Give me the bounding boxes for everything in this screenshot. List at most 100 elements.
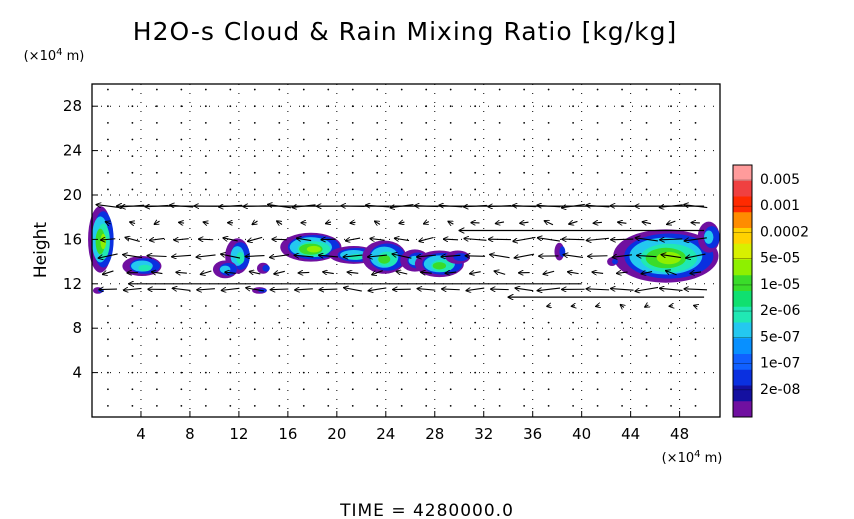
wind-calm bbox=[180, 371, 183, 374]
x-tick-label: 40 bbox=[572, 425, 591, 443]
cloud-field bbox=[88, 206, 720, 294]
wind-arrow bbox=[101, 239, 116, 240]
wind-calm bbox=[596, 121, 599, 124]
wind-calm bbox=[670, 355, 672, 357]
wind-arrow bbox=[203, 222, 208, 224]
wind-calm bbox=[621, 155, 623, 158]
wind-calm bbox=[107, 355, 109, 357]
wind-arrow bbox=[368, 255, 387, 257]
wind-arrow bbox=[150, 238, 165, 240]
wind-arrow bbox=[686, 253, 706, 258]
colorbar-swatch bbox=[733, 369, 752, 386]
wind-calm bbox=[229, 338, 232, 341]
wind-calm bbox=[572, 138, 574, 141]
wind-calm bbox=[474, 405, 477, 407]
wind-calm bbox=[400, 88, 403, 91]
y-axis: 4 8 12 16 20 24 28 bbox=[63, 97, 98, 382]
wind-calm bbox=[498, 355, 501, 357]
wind-calm bbox=[302, 105, 305, 108]
wind-calm bbox=[302, 338, 305, 341]
wind-calm bbox=[229, 321, 232, 324]
wind-calm bbox=[400, 405, 403, 407]
wind-arrow bbox=[443, 239, 459, 240]
wind-calm bbox=[547, 138, 550, 141]
wind-arrow bbox=[513, 236, 536, 241]
wind-calm bbox=[107, 88, 109, 91]
wind-calm bbox=[302, 188, 305, 191]
wind-arrow bbox=[368, 288, 387, 291]
wind-calm bbox=[449, 305, 452, 307]
wind-calm bbox=[596, 155, 599, 158]
wind-calm bbox=[449, 321, 452, 324]
wind-calm bbox=[621, 371, 623, 374]
wind-calm bbox=[425, 338, 428, 341]
wind-calm bbox=[180, 138, 183, 141]
colorbar-swatch bbox=[733, 180, 752, 197]
wind-calm bbox=[107, 305, 109, 307]
wind-calm bbox=[596, 338, 599, 341]
wind-arrow bbox=[645, 305, 649, 307]
wind-arrow bbox=[690, 272, 702, 274]
x-tick-label: 20 bbox=[327, 425, 346, 443]
wind-arrow bbox=[491, 289, 509, 290]
wind-calm bbox=[107, 371, 109, 374]
wind-calm bbox=[351, 171, 354, 174]
wind-calm bbox=[278, 105, 281, 108]
wind-calm bbox=[670, 121, 672, 124]
wind-calm bbox=[645, 371, 648, 374]
wind-calm bbox=[278, 138, 281, 141]
wind-calm bbox=[351, 155, 354, 158]
cloud-cell bbox=[256, 262, 270, 274]
wind-arrow bbox=[417, 289, 436, 291]
wind-calm bbox=[155, 355, 158, 357]
wind-arrow bbox=[544, 221, 554, 225]
wind-arrow bbox=[295, 289, 313, 290]
wind-calm bbox=[449, 121, 452, 124]
wind-calm bbox=[278, 121, 281, 124]
wind-calm bbox=[449, 171, 452, 174]
wind-calm bbox=[155, 371, 158, 374]
wind-calm bbox=[131, 188, 134, 191]
wind-calm bbox=[204, 321, 207, 324]
wind-arrow bbox=[547, 306, 551, 307]
wind-calm bbox=[498, 405, 501, 407]
wind-calm bbox=[376, 155, 379, 158]
wind-arrow bbox=[562, 239, 585, 240]
wind-calm bbox=[474, 88, 477, 91]
colorbar-label: 1e-07 bbox=[760, 356, 800, 372]
wind-calm bbox=[253, 88, 256, 91]
wind-calm bbox=[670, 338, 672, 341]
wind-calm bbox=[253, 371, 256, 374]
wind-calm bbox=[327, 188, 330, 191]
colorbar-label: 0.001 bbox=[760, 198, 800, 214]
wind-calm bbox=[180, 321, 183, 324]
wind-arrow bbox=[370, 238, 385, 240]
colorbar-swatch bbox=[733, 291, 752, 308]
wind-arrow bbox=[568, 272, 579, 274]
wind-calm bbox=[547, 105, 550, 108]
wind-calm bbox=[351, 405, 354, 407]
wind-calm bbox=[498, 338, 501, 341]
wind-calm bbox=[694, 138, 697, 141]
wind-calm bbox=[351, 188, 354, 191]
wind-calm bbox=[498, 388, 501, 391]
wind-calm bbox=[278, 305, 281, 307]
wind-calm bbox=[131, 338, 134, 341]
wind-calm bbox=[204, 405, 207, 407]
colorbar-swatch bbox=[733, 259, 752, 276]
cloud-cell bbox=[92, 287, 104, 294]
wind-calm bbox=[302, 388, 305, 391]
wind-calm bbox=[645, 405, 648, 407]
x-tick-label: 36 bbox=[523, 425, 542, 443]
wind-arrow bbox=[270, 255, 290, 258]
wind-calm bbox=[229, 405, 232, 407]
wind-calm bbox=[278, 321, 281, 324]
wind-arrow bbox=[592, 272, 604, 273]
x-tick-label: 12 bbox=[229, 425, 248, 443]
wind-calm bbox=[229, 171, 232, 174]
wind-arrow bbox=[620, 305, 624, 308]
wind-calm bbox=[131, 321, 134, 324]
wind-calm bbox=[107, 388, 109, 391]
wind-arrow bbox=[179, 222, 185, 223]
wind-calm bbox=[253, 155, 256, 158]
